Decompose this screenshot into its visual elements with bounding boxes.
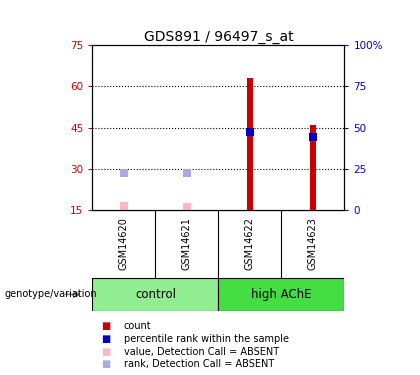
Text: ■: ■ bbox=[101, 334, 110, 344]
Point bbox=[247, 129, 253, 135]
Text: GSM14620: GSM14620 bbox=[119, 217, 129, 270]
Text: GSM14621: GSM14621 bbox=[182, 217, 192, 270]
Bar bbox=[218, 278, 344, 311]
Bar bbox=[310, 125, 316, 210]
Text: genotype/variation: genotype/variation bbox=[4, 290, 97, 299]
Point bbox=[184, 204, 190, 210]
Text: value, Detection Call = ABSENT: value, Detection Call = ABSENT bbox=[124, 347, 279, 357]
Title: GDS891 / 96497_s_at: GDS891 / 96497_s_at bbox=[144, 30, 293, 44]
Text: rank, Detection Call = ABSENT: rank, Detection Call = ABSENT bbox=[124, 360, 274, 369]
Text: high AChE: high AChE bbox=[251, 288, 312, 301]
Text: ■: ■ bbox=[101, 347, 110, 357]
Text: ■: ■ bbox=[101, 321, 110, 331]
Bar bbox=[247, 78, 253, 210]
Text: GSM14622: GSM14622 bbox=[245, 217, 255, 270]
Text: control: control bbox=[135, 288, 176, 301]
Point bbox=[310, 134, 316, 140]
Text: GSM14623: GSM14623 bbox=[308, 217, 318, 270]
Point bbox=[121, 170, 127, 176]
Point bbox=[184, 170, 190, 176]
Bar bbox=[92, 278, 218, 311]
Point bbox=[121, 203, 127, 209]
Text: count: count bbox=[124, 321, 152, 331]
Text: ■: ■ bbox=[101, 360, 110, 369]
Text: percentile rank within the sample: percentile rank within the sample bbox=[124, 334, 289, 344]
